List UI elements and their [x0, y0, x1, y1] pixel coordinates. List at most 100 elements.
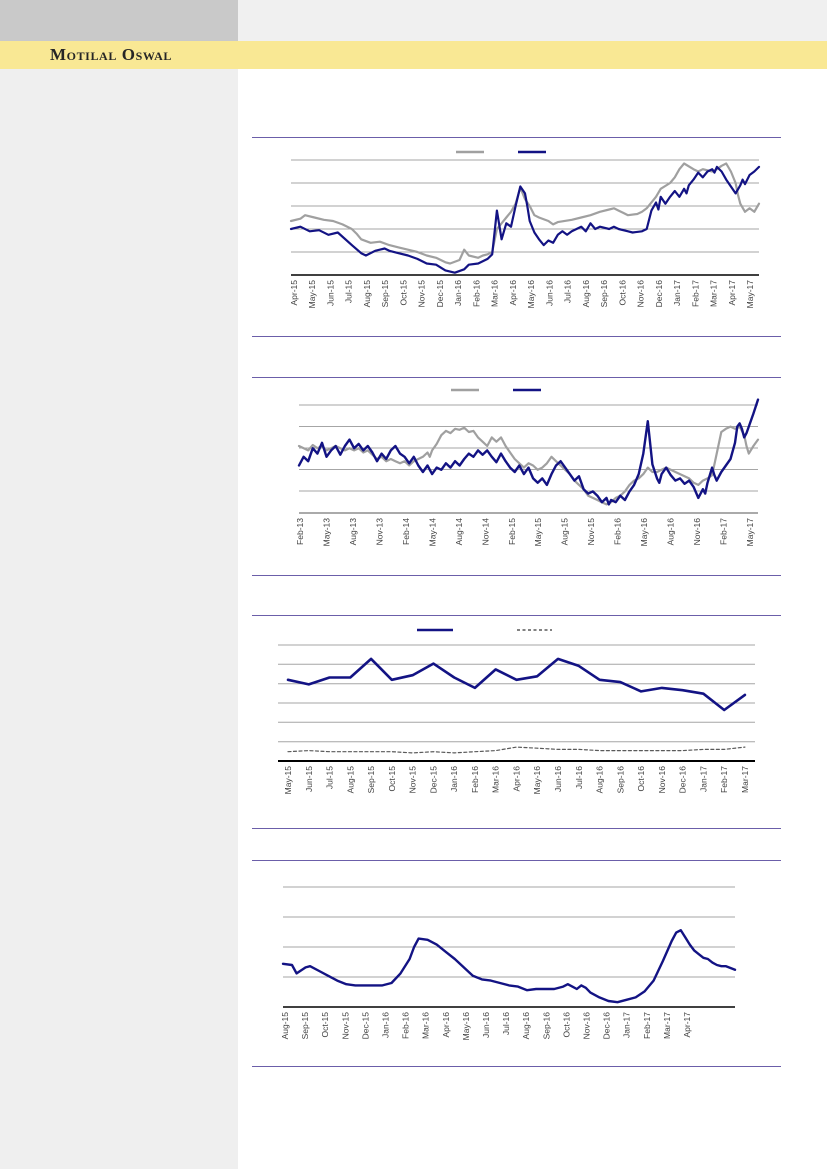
- line-series-series-gray: [289, 162, 761, 265]
- x-axis-label: Mar-17: [740, 766, 750, 793]
- x-axis-label: May-17: [745, 280, 755, 309]
- x-axis-label: Nov-15: [408, 766, 418, 794]
- x-axis-label: Sep-16: [541, 1012, 551, 1040]
- x-axis-label: Aug-15: [345, 766, 355, 794]
- x-axis-label: Nov-16: [582, 1012, 592, 1040]
- x-axis-label: Jul-15: [344, 280, 354, 303]
- x-axis-label: Feb-17: [719, 518, 729, 545]
- x-axis-label: Jul-16: [563, 280, 573, 303]
- x-axis-label: Feb-16: [470, 766, 480, 793]
- chart-block-4: Aug-15 Sep-15 Oct-15 Nov-15 Dec-15 Jan-16 Feb-…: [252, 860, 781, 1067]
- x-axis-label: Nov-16: [692, 518, 702, 546]
- x-axis-label: Oct-15: [320, 1012, 330, 1038]
- x-axis-label: Jan-17: [622, 1012, 632, 1038]
- x-axis-label: Apr-16: [512, 766, 522, 792]
- x-axis-label: Oct-16: [617, 280, 627, 306]
- x-axis-label: Apr-15: [289, 280, 299, 306]
- x-axis-label: May-16: [526, 280, 536, 309]
- x-axis-label: Jun-16: [481, 1012, 491, 1038]
- x-axis-label: Feb-13: [295, 518, 305, 545]
- chart-1-canvas: Apr-15 May-15 Jun-15 Jul-15 Aug-15 Sep-15 Oct-…: [289, 150, 761, 309]
- x-axis-label: Nov-15: [340, 1012, 350, 1040]
- x-axis-label: Aug-15: [280, 1012, 290, 1040]
- x-axis-label: Jun-15: [304, 766, 314, 792]
- x-axis-label: Dec-15: [360, 1012, 370, 1040]
- line-series-series-gray: [297, 425, 760, 506]
- x-axis-label: Mar-17: [709, 280, 719, 307]
- x-axis-label: Jul-16: [574, 766, 584, 789]
- x-axis-label: Dec-15: [435, 280, 445, 308]
- x-axis-label: Jan-16: [449, 766, 459, 792]
- x-axis-label: Sep-16: [615, 766, 625, 794]
- x-axis-label: Jun-16: [553, 766, 563, 792]
- x-axis-label: May-16: [461, 1012, 471, 1041]
- x-axis-label: May-14: [427, 518, 437, 547]
- x-axis-label: Jan-16: [381, 1012, 391, 1038]
- chart-2-canvas: Feb-13 May-13 Aug-13 Nov-13 Feb-14 May-14 Aug-…: [295, 388, 760, 547]
- chart-4-canvas: Aug-15 Sep-15 Oct-15 Nov-15 Dec-15 Jan-16 Feb-…: [280, 886, 737, 1041]
- line-series-series-navy: [289, 165, 761, 274]
- x-axis-label: Sep-15: [300, 1012, 310, 1040]
- x-axis-label: Oct-15: [387, 766, 397, 792]
- chart-block-1: Apr-15 May-15 Jun-15 Jul-15 Aug-15 Sep-15 Oct-…: [252, 137, 781, 337]
- x-axis-label: Oct-15: [398, 280, 408, 306]
- x-axis-label: Aug-16: [521, 1012, 531, 1040]
- x-axis-label: May-16: [639, 518, 649, 547]
- x-axis-label: Jan-16: [453, 280, 463, 306]
- x-axis-label: Feb-17: [690, 280, 700, 307]
- x-axis-label: May-13: [322, 518, 332, 547]
- brand-logo-text: Motilal Oswal: [50, 45, 173, 64]
- header-corner-block: [0, 0, 238, 41]
- x-axis-label: May-15: [307, 280, 317, 309]
- x-axis-label: Jul-16: [501, 1012, 511, 1035]
- x-axis-label: Aug-15: [560, 518, 570, 546]
- x-axis-label: Jan-17: [672, 280, 682, 306]
- x-axis-label: Mar-16: [421, 1012, 431, 1039]
- x-axis-label: Apr-16: [508, 280, 518, 306]
- x-axis-label: Feb-16: [471, 280, 481, 307]
- x-axis-label: Sep-16: [599, 280, 609, 308]
- x-axis-label: Aug-16: [595, 766, 605, 794]
- x-axis-label: Feb-14: [401, 518, 411, 545]
- x-axis-label: Apr-16: [441, 1012, 451, 1038]
- x-axis-label: Nov-15: [586, 518, 596, 546]
- x-axis-label: Feb-17: [719, 766, 729, 793]
- line-series-series-dashed-gray: [287, 746, 746, 754]
- x-axis-label: Aug-13: [348, 518, 358, 546]
- x-axis-label: May-15: [283, 766, 293, 795]
- x-axis-label: Feb-17: [642, 1012, 652, 1039]
- x-axis-label: Mar-17: [662, 1012, 672, 1039]
- x-axis-label: Aug-15: [362, 280, 372, 308]
- x-axis-label: Aug-16: [581, 280, 591, 308]
- x-axis-label: Feb-16: [613, 518, 623, 545]
- left-margin-panel: [0, 69, 238, 1169]
- x-axis-label: Dec-16: [654, 280, 664, 308]
- line-series-series-navy: [281, 928, 737, 1004]
- x-axis-label: Feb-15: [507, 518, 517, 545]
- x-axis-label: Dec-15: [428, 766, 438, 794]
- x-axis-label: Mar-16: [490, 280, 500, 307]
- x-axis-label: Dec-16: [678, 766, 688, 794]
- chart-block-3: May-15 Jun-15 Jul-15 Aug-15 Sep-15 Oct-15 Nov-…: [252, 615, 781, 829]
- x-axis-label: May-16: [532, 766, 542, 795]
- chart-block-2: Feb-13 May-13 Aug-13 Nov-13 Feb-14 May-14 Aug-…: [252, 377, 781, 576]
- x-axis-label: Jun-15: [326, 280, 336, 306]
- x-axis-label: Apr-17: [682, 1012, 692, 1038]
- x-axis-label: Oct-16: [561, 1012, 571, 1038]
- brand-band: Motilal Oswal: [0, 41, 827, 69]
- x-axis-label: Mar-16: [491, 766, 501, 793]
- x-axis-label: Aug-16: [666, 518, 676, 546]
- x-axis-label: Jul-15: [325, 766, 335, 789]
- x-axis-label: May-17: [745, 518, 755, 547]
- x-axis-label: Nov-13: [374, 518, 384, 546]
- x-axis-label: Dec-16: [602, 1012, 612, 1040]
- x-axis-label: Feb-16: [401, 1012, 411, 1039]
- x-axis-label: Jun-16: [544, 280, 554, 306]
- x-axis-label: Apr-17: [727, 280, 737, 306]
- x-axis-label: May-15: [533, 518, 543, 547]
- x-axis-label: Nov-14: [480, 518, 490, 546]
- chart-3-canvas: May-15 Jun-15 Jul-15 Aug-15 Sep-15 Oct-15 Nov-…: [278, 628, 755, 795]
- x-axis-label: Sep-15: [380, 280, 390, 308]
- x-axis-label: Oct-16: [636, 766, 646, 792]
